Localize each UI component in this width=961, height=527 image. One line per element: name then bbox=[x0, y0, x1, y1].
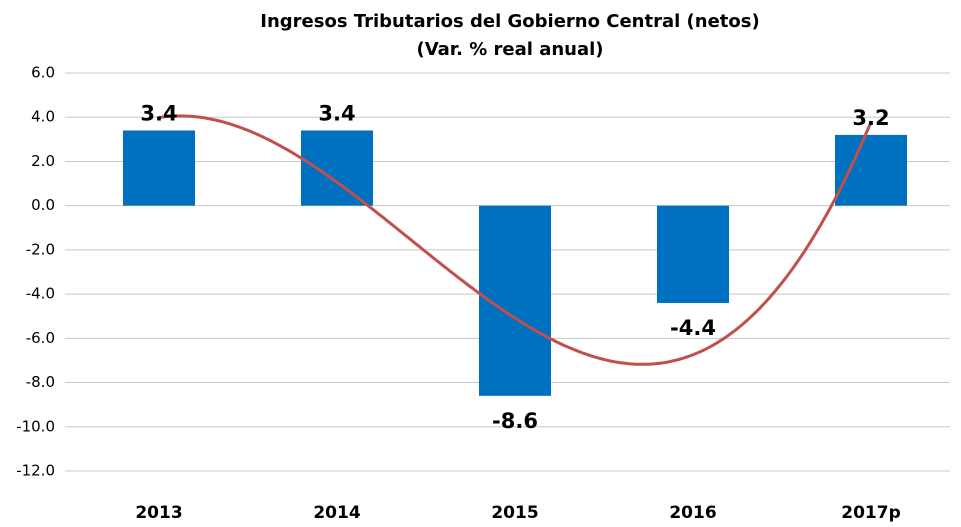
y-tick-label: -2.0 bbox=[26, 240, 55, 258]
bar bbox=[657, 205, 729, 303]
x-tick-label: 2013 bbox=[135, 503, 182, 523]
y-tick-label: -6.0 bbox=[26, 329, 55, 347]
x-tick-label: 2014 bbox=[313, 503, 360, 523]
chart-subtitle: (Var. % real anual) bbox=[416, 39, 603, 60]
data-label: -4.4 bbox=[670, 316, 716, 340]
y-tick-label: -4.0 bbox=[26, 285, 55, 303]
chart-title: Ingresos Tributarios del Gobierno Centra… bbox=[260, 11, 759, 32]
x-tick-label: 2016 bbox=[669, 503, 716, 523]
trendline bbox=[158, 114, 873, 366]
data-label: -8.6 bbox=[492, 409, 538, 433]
data-label: 3.2 bbox=[852, 106, 889, 130]
x-tick-label: 2015 bbox=[491, 503, 538, 523]
y-tick-label: -8.0 bbox=[26, 373, 55, 391]
bar bbox=[123, 130, 195, 206]
y-tick-label: 4.0 bbox=[31, 108, 55, 126]
y-tick-label: 2.0 bbox=[31, 152, 55, 170]
bar bbox=[301, 130, 373, 206]
data-label: 3.4 bbox=[318, 101, 355, 125]
y-tick-label: 6.0 bbox=[31, 64, 55, 82]
y-tick-label: -12.0 bbox=[16, 462, 55, 480]
data-label: 3.4 bbox=[140, 101, 177, 125]
x-tick-label: 2017p bbox=[841, 503, 900, 523]
y-tick-label: 0.0 bbox=[31, 196, 55, 214]
y-tick-label: -10.0 bbox=[16, 417, 55, 435]
bar bbox=[835, 134, 907, 206]
